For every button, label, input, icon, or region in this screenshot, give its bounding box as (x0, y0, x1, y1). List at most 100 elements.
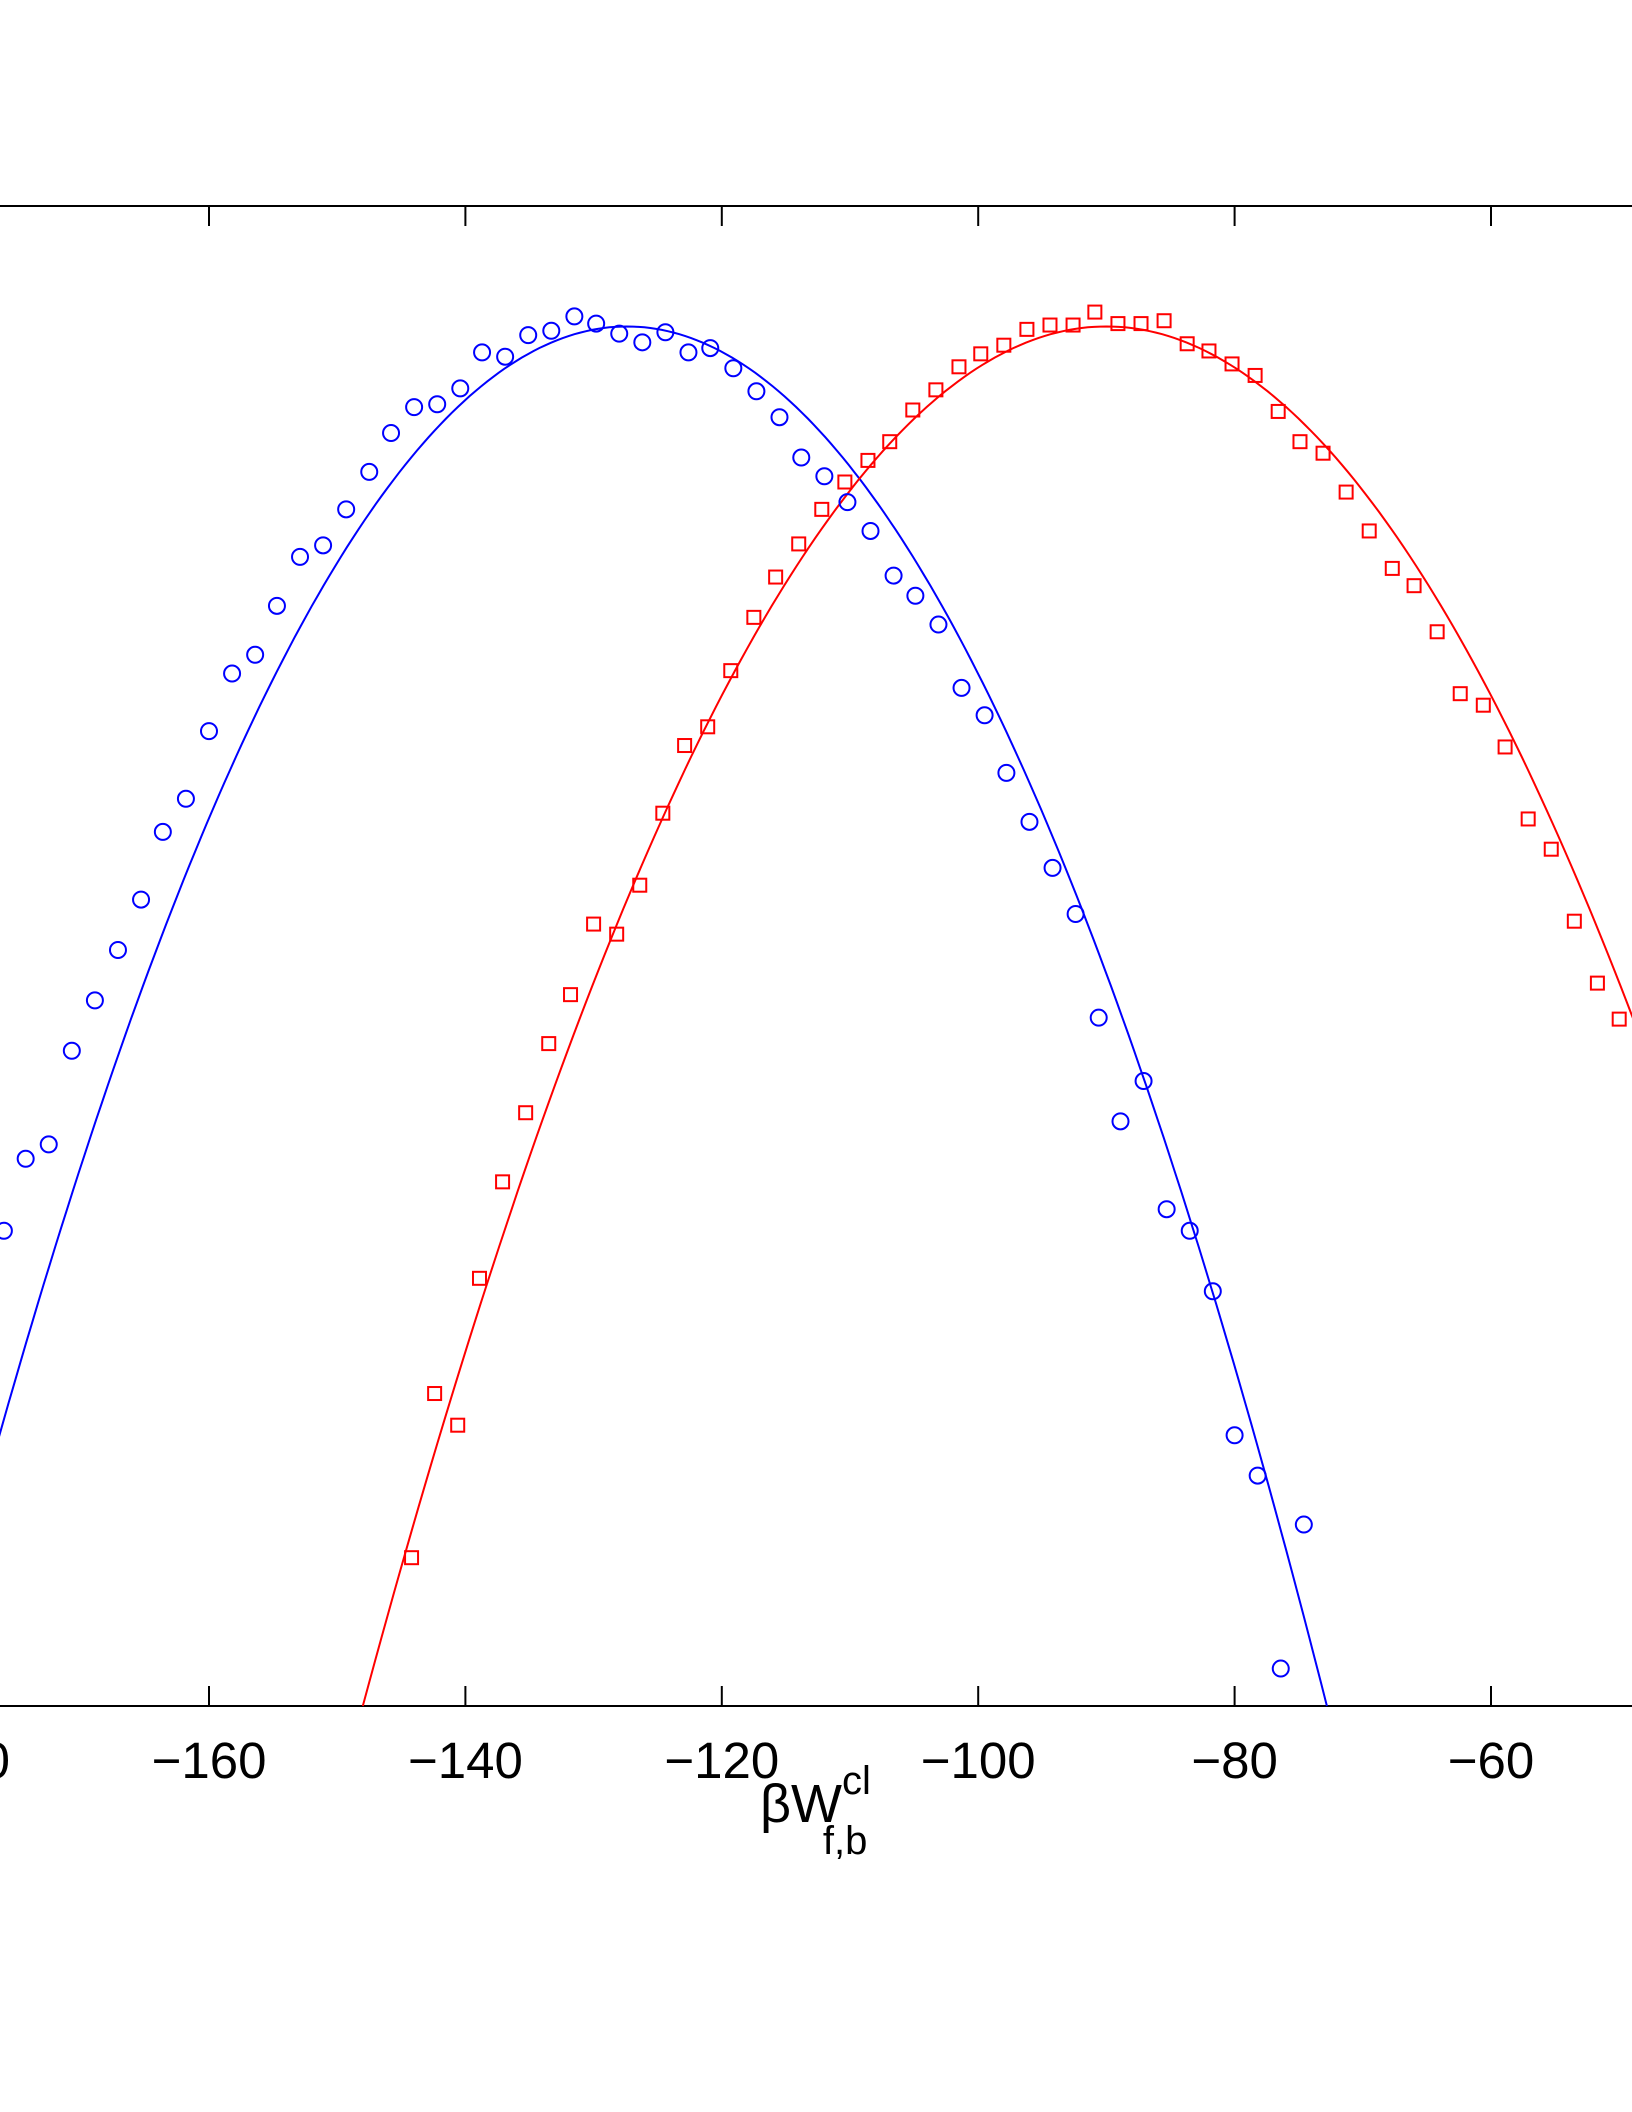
data-point-square (1566, 913, 1582, 929)
data-point-square (860, 452, 876, 468)
data-point-square (1497, 739, 1513, 755)
data-point-square (700, 719, 716, 735)
data-point-circle (1043, 858, 1062, 877)
data-point-square (1087, 304, 1103, 320)
data-point-square (791, 536, 807, 552)
data-point-circle (884, 566, 903, 585)
data-point-circle (496, 347, 515, 366)
data-point-square (1179, 336, 1195, 352)
x-tick-label: −100 (921, 1732, 1036, 1789)
data-point-circle (997, 763, 1016, 782)
data-point-square (1292, 434, 1308, 450)
data-point-square (1543, 841, 1559, 857)
data-point-circle (314, 536, 333, 555)
data-point-circle (542, 321, 561, 340)
data-point-square (973, 346, 989, 362)
data-point-square (655, 805, 671, 821)
data-point-circle (451, 379, 470, 398)
data-point-square (472, 1270, 488, 1286)
data-point-square (1429, 624, 1445, 640)
data-point-circle (929, 615, 948, 634)
fit-curves (0, 325, 1632, 1707)
data-point-circle (382, 424, 401, 443)
data-point-circle (861, 521, 880, 540)
data-point-square (586, 916, 602, 932)
data-point-circle (0, 1221, 13, 1240)
x-tick-label: −140 (408, 1732, 523, 1789)
data-point-square (518, 1105, 534, 1121)
data-point-square (951, 359, 967, 375)
data-point-circle (1248, 1466, 1267, 1485)
data-point-circle (62, 1041, 81, 1060)
x-tick-label: −180 (0, 1732, 10, 1789)
data-point-circle (360, 462, 379, 481)
data-point-square (541, 1036, 557, 1052)
data-point-square (1042, 317, 1058, 333)
data-point-circle (428, 395, 447, 414)
data-point-square (1201, 343, 1217, 359)
data-point-circle (724, 359, 743, 378)
data-point-circle (223, 664, 242, 683)
data-point-circle (16, 1149, 35, 1168)
data-point-square (1156, 313, 1172, 329)
data-point-square (1110, 316, 1126, 332)
data-point-circle (39, 1135, 58, 1154)
data-point-square (1338, 484, 1354, 500)
fit-curve-1 (0, 325, 1328, 1707)
data-point-circle (519, 326, 538, 345)
data-point-square (1384, 560, 1400, 576)
data-point-circle (1203, 1282, 1222, 1301)
data-point-square (1611, 1011, 1627, 1027)
data-point-square (450, 1417, 466, 1433)
data-point-circle (838, 493, 857, 512)
fit-curve-2 (361, 325, 1632, 1707)
data-point-circle (975, 706, 994, 725)
data-point-square (1065, 317, 1081, 333)
x-tick-label: −60 (1448, 1732, 1535, 1789)
data-point-circle (1225, 1426, 1244, 1445)
data-point-square (632, 877, 648, 893)
data-point-square (1133, 316, 1149, 332)
data-point-circle (1157, 1200, 1176, 1219)
data-point-circle (1089, 1008, 1108, 1027)
x-axis-label: βWcl f,b (760, 1759, 871, 1863)
data-point-square (746, 609, 762, 625)
data-point-circle (337, 500, 356, 519)
data-point-circle (792, 448, 811, 467)
data-point-circle (610, 324, 629, 343)
data-point-circle (1180, 1221, 1199, 1240)
data-point-circle (1066, 905, 1085, 923)
data-point-circle (200, 722, 218, 741)
data-point-square (768, 569, 784, 585)
x-tick-label: −120 (664, 1732, 779, 1789)
data-point-square (1520, 811, 1536, 827)
data-point-circle (473, 343, 492, 362)
data-point-square (837, 474, 853, 490)
data-point-circle (1271, 1659, 1290, 1678)
data-point-circle (701, 339, 720, 358)
data-point-square (495, 1174, 511, 1190)
data-point-circle (291, 547, 310, 566)
x-axis-label-subscript: f,b (823, 1819, 867, 1863)
data-point-circle (656, 323, 675, 342)
x-axis-label-superscript: cl (842, 1759, 871, 1803)
data-point-circle (633, 333, 652, 352)
data-markers (0, 304, 1627, 1678)
data-point-square (1315, 445, 1331, 461)
data-point-square (1361, 523, 1377, 539)
data-point-square (1589, 975, 1605, 991)
data-point-circle (770, 408, 789, 427)
data-point-circle (815, 467, 834, 486)
data-point-square (1247, 367, 1263, 383)
data-point-circle (153, 822, 172, 841)
data-point-square (1270, 403, 1286, 419)
data-point-square (1452, 686, 1468, 702)
data-point-circle (1294, 1515, 1313, 1534)
data-point-circle (1020, 812, 1039, 831)
data-point-square (905, 402, 921, 418)
data-point-square (1475, 697, 1491, 713)
data-point-circle (679, 343, 698, 362)
data-point-circle (246, 645, 265, 664)
data-point-circle (906, 586, 925, 605)
